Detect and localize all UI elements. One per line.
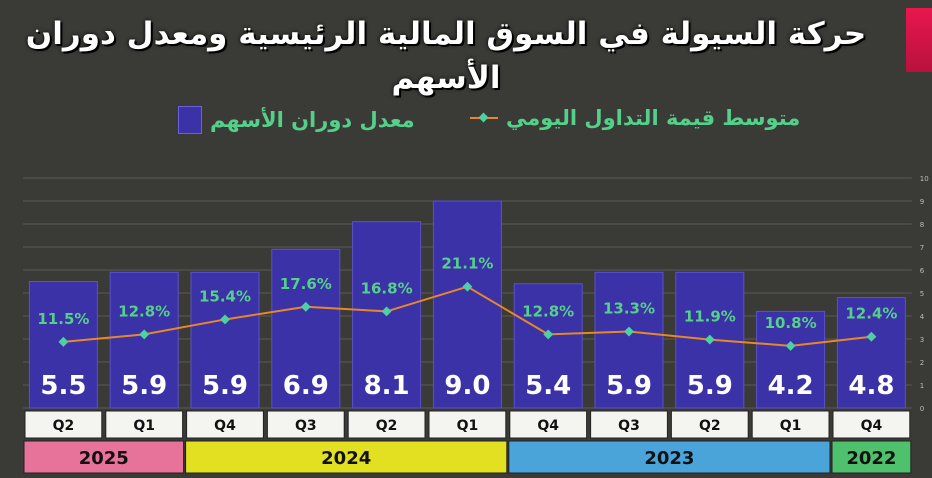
line-data-label: 13.3%: [603, 300, 655, 318]
quarter-label: Q2: [699, 418, 721, 434]
bar: [109, 271, 179, 409]
line-data-label: 10.8%: [765, 314, 817, 332]
chart-title: حركة السيولة في السوق المالية الرئيسية و…: [25, 16, 867, 96]
quarter-cell: [509, 410, 588, 439]
line-data-label: 11.5%: [37, 310, 89, 328]
quarter-label: Q1: [780, 418, 802, 434]
quarter-cell: [347, 410, 426, 439]
line-point: [543, 329, 554, 340]
quarter-label: Q4: [537, 418, 559, 434]
y-tick-label: 3: [920, 336, 924, 344]
line-point: [139, 329, 150, 340]
y-tick-label: 0: [920, 405, 924, 413]
year-band: [831, 440, 912, 474]
bar-data-label: 9.0: [444, 371, 490, 401]
year-label: 2025: [79, 448, 129, 469]
bar-data-label: 6.9: [283, 371, 329, 401]
year-band: [23, 440, 185, 474]
bar-data-label: 5.9: [606, 371, 652, 401]
y-tick-label: 9: [920, 198, 924, 206]
bar-data-label: 5.4: [525, 371, 571, 401]
quarter-cell: [832, 410, 911, 439]
bar-data-label: 5.9: [202, 371, 248, 401]
quarter-label: Q4: [861, 418, 883, 434]
y-tick-label: 1: [920, 382, 924, 390]
legend-item-line: متوسط قيمة التداول اليومي: [470, 106, 800, 130]
line-data-label: 21.1%: [441, 255, 493, 273]
legend-bar-swatch: [178, 106, 202, 134]
bar-data-label: 5.5: [40, 371, 86, 401]
line-point: [785, 340, 796, 351]
quarter-cell: [590, 410, 668, 439]
line-data-label: 12.8%: [118, 302, 170, 320]
bar: [432, 200, 502, 409]
line-data-label: 11.9%: [684, 308, 736, 326]
line-point: [220, 314, 230, 325]
line-point: [462, 281, 473, 292]
bar: [190, 271, 260, 409]
line-data-label: 16.8%: [361, 279, 413, 297]
bar-data-label: 5.9: [121, 371, 167, 401]
quarter-cell: [266, 410, 345, 439]
bar-data-label: 8.1: [364, 371, 410, 401]
y-tick-label: 2: [920, 359, 924, 367]
quarter-label: Q2: [376, 418, 398, 434]
accent-stripe: [906, 8, 932, 72]
bar: [756, 310, 826, 409]
y-tick-label: 5: [920, 290, 924, 298]
y-tick-label: 7: [920, 244, 924, 252]
line-point: [300, 301, 311, 312]
bar: [836, 297, 906, 409]
line-data-label: 12.4%: [845, 305, 897, 323]
bar: [594, 271, 664, 409]
bar-data-label: 4.2: [768, 371, 814, 401]
year-label: 2024: [321, 448, 371, 469]
line-point: [704, 334, 715, 345]
bar-data-label: 5.9: [687, 371, 733, 401]
quarter-cell: [670, 410, 749, 439]
line-point: [866, 331, 877, 342]
bar: [513, 283, 583, 409]
year-band: [508, 440, 831, 474]
quarter-label: Q2: [53, 418, 75, 434]
quarter-cell: [751, 410, 830, 439]
year-label: 2022: [846, 448, 896, 469]
quarter-cell: [24, 410, 103, 439]
line-data-label: 15.4%: [199, 287, 251, 305]
quarter-cell: [105, 410, 184, 439]
legend-line-swatch: [470, 111, 498, 125]
legend-bar-label: معدل دوران الأسهم: [210, 108, 415, 132]
y-tick-label: 4: [920, 313, 925, 321]
quarter-label: Q3: [295, 418, 317, 434]
quarter-label: Q1: [457, 418, 479, 434]
y-tick-label: 6: [920, 267, 925, 275]
quarter-cell: [186, 410, 264, 439]
line-data-label: 17.6%: [280, 275, 332, 293]
quarter-cell: [428, 410, 507, 439]
year-band: [185, 440, 508, 474]
y-tick-label: 8: [920, 221, 924, 229]
year-label: 2023: [644, 448, 694, 469]
legend: متوسط قيمة التداول اليومي معدل دوران الأ…: [0, 106, 932, 146]
bar-data-label: 4.8: [848, 371, 894, 401]
quarter-label: Q1: [133, 418, 155, 434]
line-data-label: 12.8%: [522, 302, 574, 320]
legend-line-label: متوسط قيمة التداول اليومي: [506, 106, 801, 130]
bar: [271, 248, 341, 409]
line-point: [381, 306, 392, 317]
quarter-label: Q4: [214, 418, 236, 434]
legend-item-bar: معدل دوران الأسهم: [178, 106, 415, 134]
y-tick-label: 10: [920, 175, 929, 183]
quarter-label: Q3: [618, 418, 640, 434]
line-point: [624, 326, 634, 337]
